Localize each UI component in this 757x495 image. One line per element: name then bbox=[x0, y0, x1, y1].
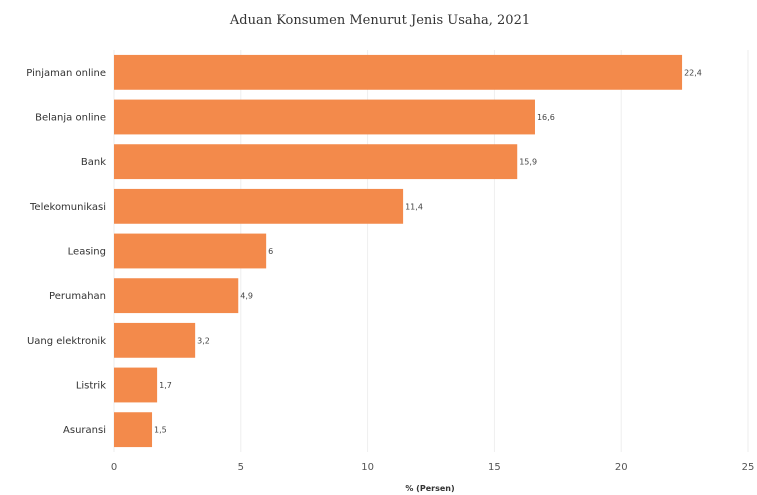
bar bbox=[114, 412, 153, 448]
x-axis-title: % (Persen) bbox=[405, 484, 454, 493]
category-labels: Pinjaman online Belanja online Bank Telekom… bbox=[26, 68, 106, 436]
x-tick-label: 0 bbox=[111, 462, 117, 473]
bar bbox=[114, 54, 683, 90]
data-label: 3,2 bbox=[197, 336, 210, 345]
category-label: Listrik bbox=[76, 381, 106, 392]
x-tick-label: 25 bbox=[742, 462, 755, 473]
bar bbox=[114, 322, 196, 358]
x-tick-label: 10 bbox=[361, 462, 374, 473]
bar bbox=[114, 144, 518, 180]
data-label: 1,7 bbox=[159, 381, 172, 390]
x-tick-label: 15 bbox=[488, 462, 501, 473]
category-label: Belanja online bbox=[35, 113, 106, 124]
x-tick-label: 5 bbox=[238, 462, 244, 473]
data-label: 16,6 bbox=[537, 113, 555, 122]
bar bbox=[114, 278, 239, 314]
data-label: 4,9 bbox=[240, 292, 253, 301]
x-tick-label: 20 bbox=[615, 462, 628, 473]
data-label: 6 bbox=[268, 247, 273, 256]
data-label: 22,4 bbox=[684, 68, 702, 77]
category-label: Uang elektronik bbox=[27, 336, 106, 347]
bar bbox=[114, 233, 267, 269]
bar bbox=[114, 99, 535, 135]
bar bbox=[114, 188, 404, 224]
x-axis-ticks: 0 5 10 15 20 25 bbox=[111, 462, 755, 473]
category-label: Pinjaman online bbox=[26, 68, 106, 79]
bars: 22,4 16,6 15,9 11,4 6 4,9 3,2 1,7 1,5 bbox=[114, 54, 702, 448]
category-label: Telekomunikasi bbox=[29, 202, 106, 213]
bar bbox=[114, 367, 158, 403]
category-label: Perumahan bbox=[49, 291, 106, 302]
data-label: 15,9 bbox=[519, 158, 537, 167]
data-label: 11,4 bbox=[405, 202, 423, 211]
category-label: Asuransi bbox=[63, 425, 106, 436]
data-label: 1,5 bbox=[154, 426, 167, 435]
category-label: Leasing bbox=[68, 247, 106, 258]
chart-title: Aduan Konsumen Menurut Jenis Usaha, 2021 bbox=[229, 13, 530, 28]
category-label: Bank bbox=[81, 157, 106, 168]
